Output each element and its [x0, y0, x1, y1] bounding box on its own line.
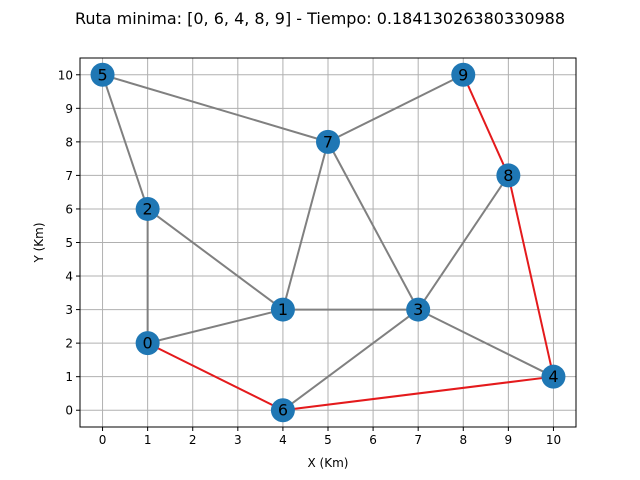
grid-lines [80, 58, 576, 427]
node-8 [496, 163, 521, 188]
node-label-3: 3 [413, 300, 423, 319]
x-tick-label: 6 [369, 433, 377, 447]
x-tick-label: 9 [505, 433, 513, 447]
route-edge-8-9 [462, 74, 510, 176]
edge-3-8 [417, 174, 510, 311]
route-edge-4-8 [507, 175, 555, 377]
x-tick-label: 10 [546, 433, 561, 447]
edge-7-3 [327, 141, 420, 311]
x-tick-label: 3 [234, 433, 242, 447]
node-label-6: 6 [278, 401, 288, 420]
x-tick-label: 1 [144, 433, 152, 447]
x-tick-label: 8 [459, 433, 467, 447]
x-tick-label: 2 [189, 433, 197, 447]
node-4 [541, 364, 566, 389]
y-tick-label: 7 [65, 169, 73, 183]
y-tick-label: 8 [65, 135, 73, 149]
node-5 [90, 62, 115, 87]
node-label-2: 2 [143, 199, 153, 218]
x-tick-label: 5 [324, 433, 332, 447]
y-tick-label: 9 [65, 102, 73, 116]
route-edge-0-6 [147, 342, 284, 412]
chart-title: Ruta minima: [0, 6, 4, 8, 9] - Tiempo: 0… [75, 9, 565, 28]
edge-0-1 [147, 308, 284, 345]
edge-1-7 [281, 141, 329, 310]
node-label-1: 1 [278, 300, 288, 319]
node-label-8: 8 [503, 166, 513, 185]
node-9 [451, 62, 476, 87]
y-tick-label: 2 [65, 337, 73, 351]
y-tick-label: 10 [58, 68, 73, 82]
x-tick-label: 7 [414, 433, 422, 447]
node-2 [135, 196, 160, 221]
edge-3-4 [417, 308, 554, 378]
graph-nodes: 0 1 2 3 4 5 6 7 8 9 [90, 62, 566, 423]
node-label-9: 9 [458, 65, 468, 84]
node-7 [316, 129, 340, 154]
node-label-0: 0 [143, 334, 153, 353]
y-tick-label: 0 [65, 404, 73, 418]
edge-3-6 [282, 308, 419, 412]
y-tick-label: 4 [65, 270, 73, 284]
node-0 [135, 331, 160, 356]
graph-edges [101, 73, 555, 412]
node-label-4: 4 [548, 367, 558, 386]
node-6 [270, 398, 295, 423]
node-1 [270, 297, 295, 322]
edge-7-9 [327, 73, 464, 143]
y-tick-label: 1 [65, 370, 73, 384]
y-tick-label: 3 [65, 303, 73, 317]
x-tick-label: 0 [99, 433, 107, 447]
route-edge-6-4 [282, 375, 554, 412]
edge-5-2 [101, 74, 149, 210]
x-axis-label: X (Km) [308, 456, 349, 470]
node-label-7: 7 [323, 132, 333, 151]
y-tick-label: 5 [65, 236, 73, 250]
y-axis-label: Y (Km) [32, 222, 46, 263]
node-3 [406, 297, 431, 322]
edge-2-1 [147, 208, 284, 311]
edge-5-7 [102, 73, 329, 143]
node-label-5: 5 [97, 65, 107, 84]
x-tick-label: 4 [279, 433, 287, 447]
y-tick-label: 6 [65, 202, 73, 216]
